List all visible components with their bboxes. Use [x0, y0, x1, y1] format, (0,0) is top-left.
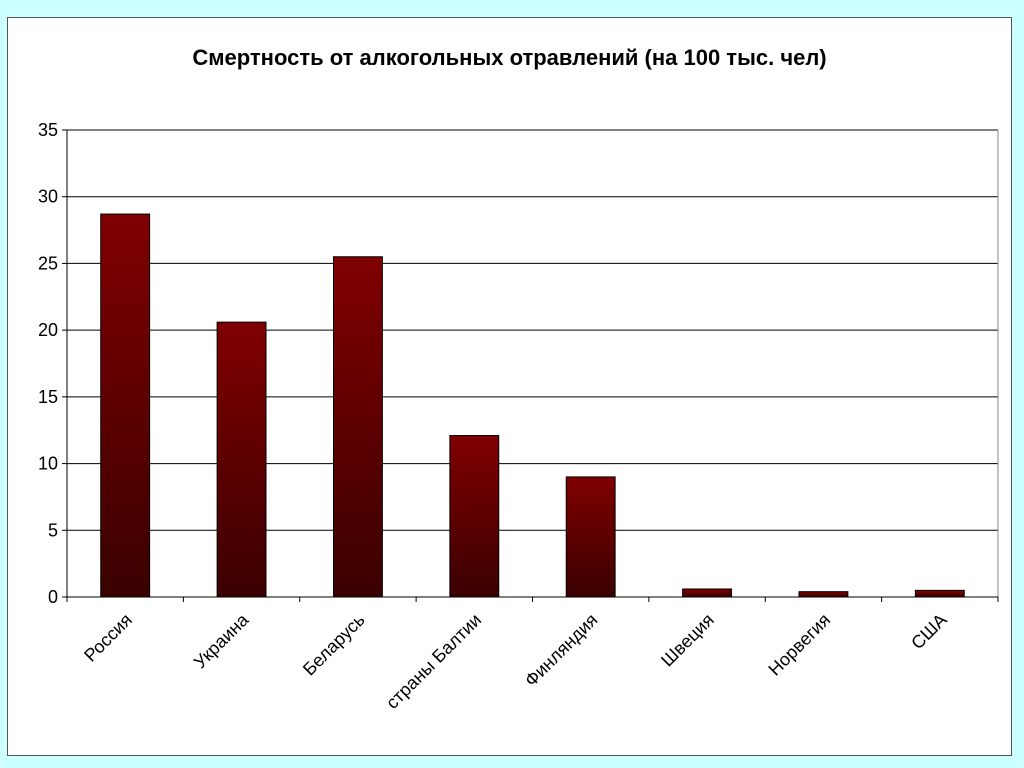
bar-5 — [565, 476, 616, 598]
x-category-label: Финляндия — [521, 610, 602, 691]
y-tick-label: 30 — [38, 187, 58, 207]
bar-7 — [798, 591, 849, 598]
x-category-label: страны Балтии — [382, 610, 485, 713]
y-tick-label: 10 — [38, 454, 58, 474]
chart-plot: 0 5 10 15 20 25 30 35 Россия Украина Беларусь стран… — [38, 120, 999, 713]
y-tick-label: 15 — [38, 387, 58, 407]
x-category-label: Беларусь — [299, 610, 369, 680]
y-tick-label: 5 — [48, 520, 58, 540]
bar-2 — [216, 321, 267, 598]
chart-title: Смертность от алкогольных отравлений (на… — [192, 45, 827, 70]
x-category-label: Украина — [190, 609, 253, 672]
x-category-label: Норвегия — [764, 610, 834, 680]
bar-1 — [100, 213, 151, 598]
bar-6 — [682, 588, 733, 598]
bar-4 — [449, 435, 500, 598]
y-tick-label: 20 — [38, 320, 58, 340]
bar-3 — [332, 256, 383, 598]
y-tick-label: 0 — [48, 587, 58, 607]
y-tick-label: 25 — [38, 253, 58, 273]
bar-8 — [914, 589, 965, 598]
x-category-label: Швеция — [657, 610, 718, 671]
y-tick-label: 35 — [38, 120, 58, 140]
x-category-label: США — [907, 610, 950, 653]
chart-frame: Смертность от алкогольных отравлений (на… — [7, 17, 1012, 756]
x-category-label: Россия — [80, 610, 136, 666]
